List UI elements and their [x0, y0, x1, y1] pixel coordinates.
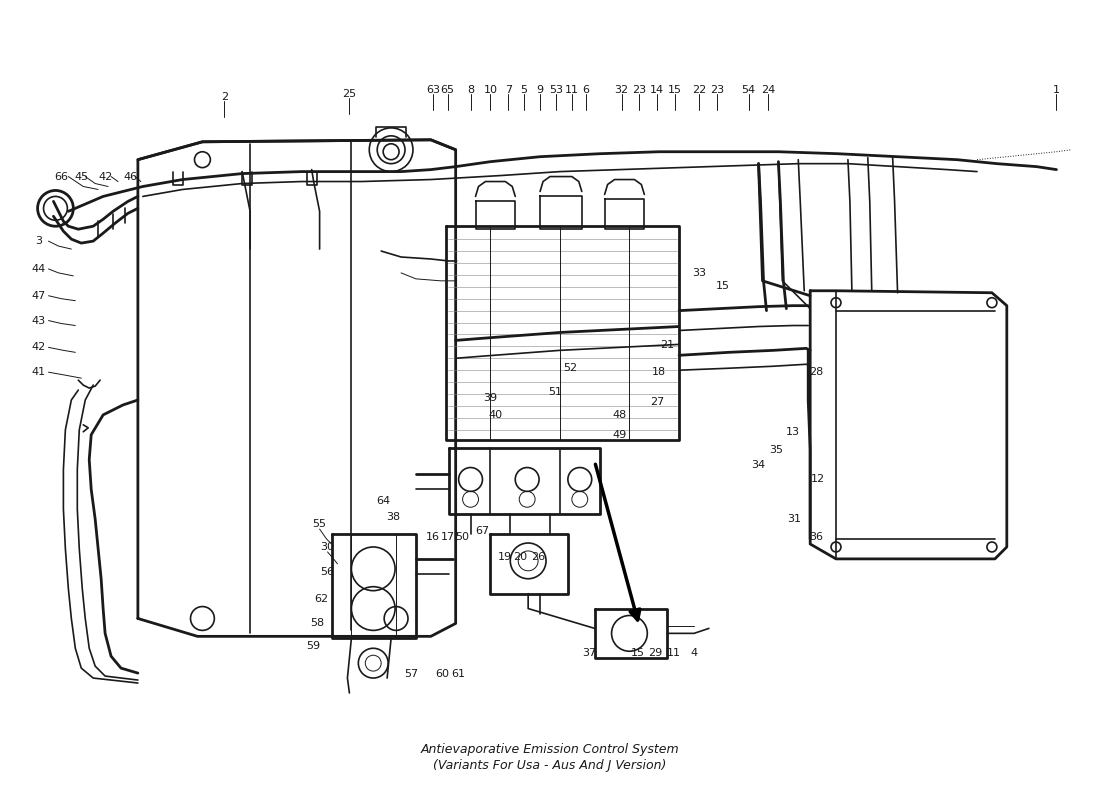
- Text: 12: 12: [811, 474, 825, 485]
- Text: 25: 25: [342, 89, 356, 99]
- Text: 4: 4: [691, 648, 697, 658]
- Text: 53: 53: [549, 85, 563, 95]
- Text: 60: 60: [436, 669, 450, 679]
- Text: 2: 2: [221, 92, 228, 102]
- Text: 36: 36: [810, 532, 823, 542]
- Text: 37: 37: [583, 648, 597, 658]
- Text: 15: 15: [716, 281, 729, 290]
- Text: 9: 9: [537, 85, 543, 95]
- Text: 48: 48: [613, 410, 627, 420]
- Text: 34: 34: [751, 459, 766, 470]
- Text: 54: 54: [741, 85, 756, 95]
- Text: 55: 55: [312, 519, 327, 529]
- Text: 39: 39: [483, 393, 497, 403]
- Text: 27: 27: [650, 397, 664, 407]
- Text: 57: 57: [404, 669, 418, 679]
- Text: 52: 52: [563, 363, 576, 374]
- Text: 22: 22: [692, 85, 706, 95]
- Text: 62: 62: [315, 594, 329, 604]
- Text: 7: 7: [505, 85, 512, 95]
- Text: 35: 35: [769, 445, 783, 454]
- Text: 11: 11: [667, 648, 681, 658]
- Text: 26: 26: [531, 552, 546, 562]
- Text: 19: 19: [498, 552, 513, 562]
- Text: 29: 29: [648, 648, 662, 658]
- Text: 64: 64: [376, 496, 390, 506]
- Text: 50: 50: [455, 532, 470, 542]
- Text: 58: 58: [310, 618, 324, 629]
- Text: 31: 31: [788, 514, 801, 524]
- Text: 40: 40: [488, 410, 503, 420]
- Text: 8: 8: [468, 85, 474, 95]
- Text: 42: 42: [32, 342, 46, 352]
- Text: 13: 13: [786, 426, 801, 437]
- Text: 15: 15: [630, 648, 645, 658]
- Text: 5: 5: [520, 85, 528, 95]
- Text: 43: 43: [32, 315, 45, 326]
- Text: 21: 21: [660, 340, 674, 350]
- Text: 56: 56: [320, 566, 334, 577]
- Text: 66: 66: [54, 171, 68, 182]
- Text: 20: 20: [513, 552, 527, 562]
- Text: 59: 59: [307, 642, 321, 651]
- Text: 41: 41: [32, 367, 45, 377]
- Text: 18: 18: [652, 367, 667, 377]
- Text: 17: 17: [441, 532, 454, 542]
- Text: 23: 23: [632, 85, 647, 95]
- Text: 65: 65: [441, 85, 454, 95]
- Text: 32: 32: [615, 85, 628, 95]
- Text: 6: 6: [582, 85, 590, 95]
- Text: 38: 38: [386, 512, 400, 522]
- Text: Antievaporative Emission Control System
(Variants For Usa - Aus And J Version): Antievaporative Emission Control System …: [420, 743, 680, 771]
- Text: 10: 10: [483, 85, 497, 95]
- Text: 1: 1: [1053, 85, 1060, 95]
- Text: 63: 63: [426, 85, 440, 95]
- Text: 11: 11: [564, 85, 579, 95]
- Text: 44: 44: [32, 264, 46, 274]
- Text: 3: 3: [35, 236, 42, 246]
- Text: 51: 51: [548, 387, 562, 397]
- Text: 15: 15: [668, 85, 682, 95]
- Text: 28: 28: [808, 367, 823, 377]
- Text: 49: 49: [613, 430, 627, 440]
- Text: 45: 45: [74, 171, 88, 182]
- Text: 33: 33: [692, 268, 706, 278]
- Text: 14: 14: [650, 85, 664, 95]
- Text: 30: 30: [320, 542, 334, 552]
- Text: 67: 67: [475, 526, 490, 536]
- Text: 61: 61: [452, 669, 465, 679]
- Text: 23: 23: [710, 85, 724, 95]
- Text: 24: 24: [761, 85, 776, 95]
- Text: 47: 47: [32, 290, 46, 301]
- Text: 42: 42: [98, 171, 112, 182]
- Text: 16: 16: [426, 532, 440, 542]
- Text: 46: 46: [124, 171, 138, 182]
